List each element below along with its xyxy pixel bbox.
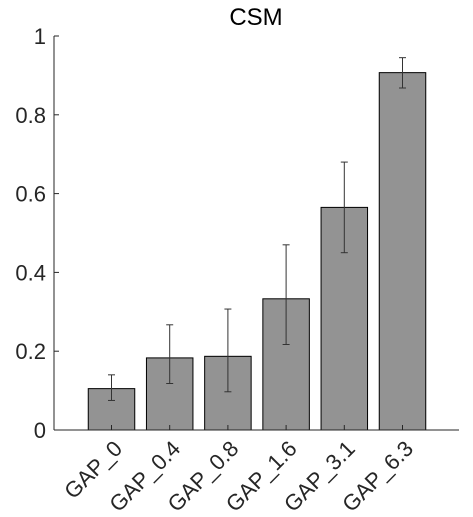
y-tick-label: 0.2 xyxy=(15,339,46,364)
y-tick-label: 0.6 xyxy=(15,182,46,207)
error-bars-group xyxy=(108,57,406,401)
bar-gap-6-3 xyxy=(378,72,427,431)
y-ticks-group: 0 0.2 0.4 0.6 0.8 1 xyxy=(15,24,59,443)
error-bar-gap-0-4 xyxy=(166,324,174,385)
error-bar-gap-1-6 xyxy=(282,244,290,346)
error-bar-gap-6-3 xyxy=(399,57,406,89)
y-tick-label: 0.4 xyxy=(15,260,46,285)
y-tick-label: 0 xyxy=(34,418,46,443)
error-bar-gap-0-8 xyxy=(224,308,232,393)
chart-title: CSM xyxy=(229,4,282,31)
y-tick-label: 1 xyxy=(34,24,46,49)
bars-group xyxy=(87,72,427,431)
y-tick-label: 0.8 xyxy=(15,103,46,128)
axes-group xyxy=(53,36,459,431)
error-bar-gap-3-1 xyxy=(340,161,348,254)
error-bar-gap-0 xyxy=(108,374,115,401)
